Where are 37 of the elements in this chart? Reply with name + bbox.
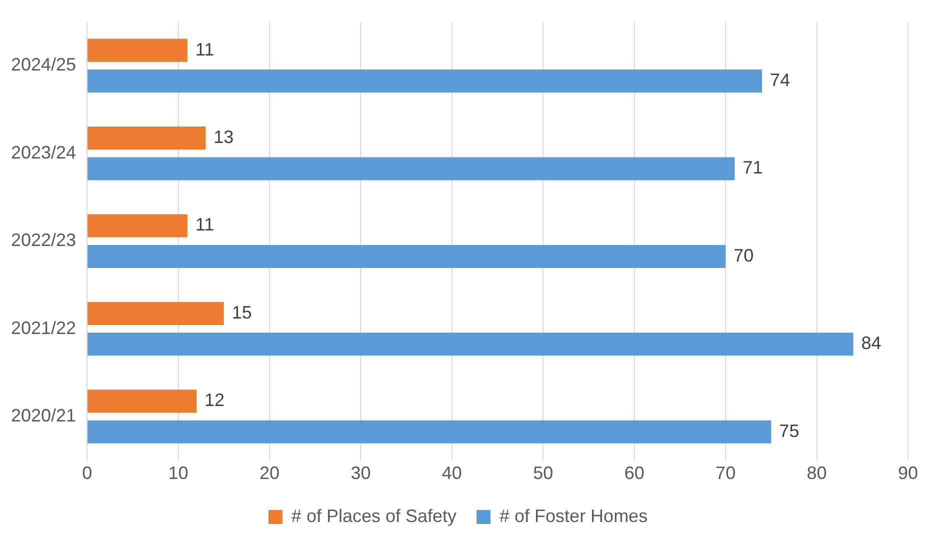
- data-label: 75: [779, 420, 800, 441]
- y-tick-label: 2023/24: [10, 142, 76, 162]
- x-tick-label: 30: [350, 463, 371, 484]
- x-tick-label: 80: [806, 463, 827, 484]
- data-label: 11: [195, 39, 214, 60]
- bar: [88, 302, 224, 325]
- y-tick-label: 2022/23: [10, 230, 76, 250]
- x-tick-label: 70: [716, 463, 736, 484]
- x-tick-label: 60: [624, 463, 644, 484]
- data-label: 12: [204, 390, 225, 410]
- legend-label: # of Places of Safety: [291, 506, 457, 526]
- x-tick-label: 40: [442, 463, 462, 484]
- data-label: 84: [861, 333, 882, 354]
- data-label: 70: [734, 245, 754, 266]
- y-tick-label: 2020/21: [10, 406, 76, 426]
- bar: [88, 126, 206, 150]
- y-tick-label: 2024/25: [10, 54, 76, 75]
- bar: [88, 38, 188, 62]
- bar: [88, 420, 772, 444]
- bar: [88, 332, 854, 356]
- x-tick-label: 0: [82, 463, 92, 484]
- data-label: 11: [195, 214, 214, 235]
- x-tick-label: 90: [898, 463, 918, 484]
- x-tick-label: 10: [168, 463, 188, 484]
- bar: [88, 157, 735, 180]
- y-tick-label: 2021/22: [10, 318, 76, 338]
- data-label: 15: [232, 302, 252, 322]
- data-label: 71: [742, 158, 763, 178]
- legend-label: # of Foster Homes: [500, 506, 648, 526]
- bar: [88, 70, 762, 93]
- data-label: 74: [770, 70, 790, 90]
- x-tick-label: 50: [533, 463, 554, 484]
- bar: [88, 390, 197, 413]
- bar: [88, 244, 726, 268]
- x-tick-label: 20: [259, 463, 280, 484]
- bar: [88, 214, 188, 238]
- data-label: 13: [214, 127, 234, 147]
